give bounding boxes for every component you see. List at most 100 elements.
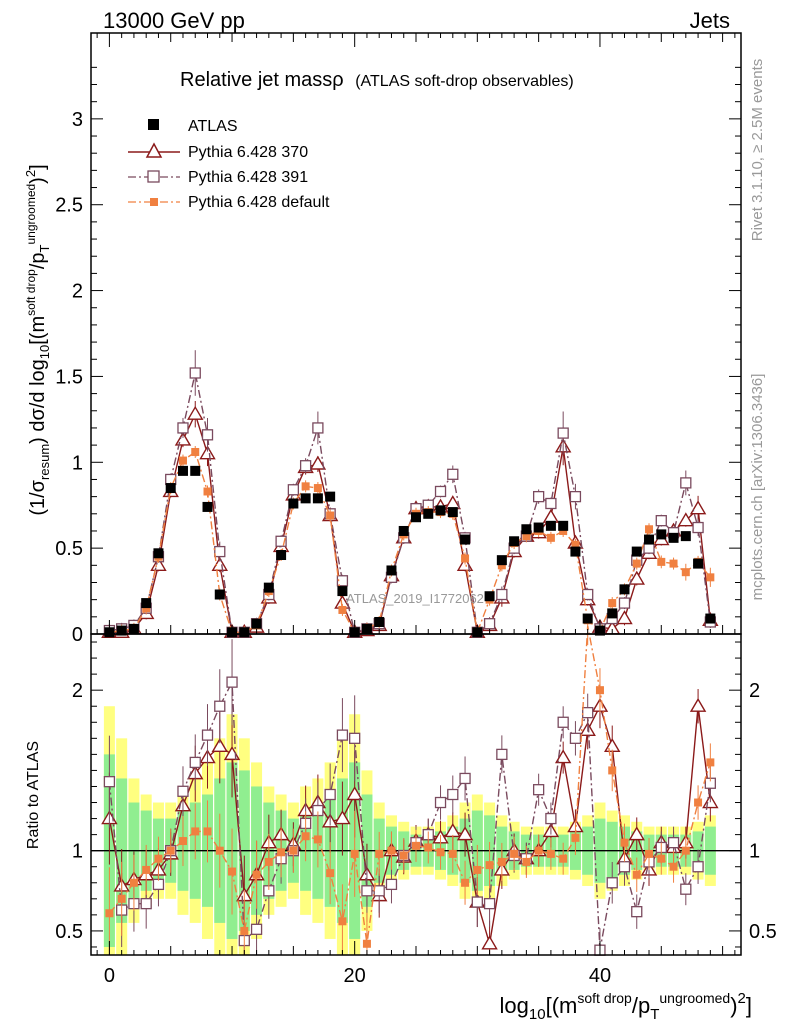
- data-point-atlas: [558, 520, 569, 531]
- data-point-default: [289, 846, 298, 855]
- data-point-atlas: [435, 505, 446, 516]
- ylabel-part-k: 2: [23, 170, 38, 177]
- data-point-default: [117, 894, 126, 903]
- data-point-391: [569, 732, 582, 744]
- data-point-391: [569, 490, 582, 503]
- data-point-atlas: [644, 534, 655, 545]
- data-point-default: [571, 540, 580, 549]
- data-point-370: [628, 826, 645, 841]
- main-y-tick-label: 1: [72, 452, 83, 474]
- data-point-default: [559, 526, 568, 535]
- data-point-370: [554, 749, 572, 764]
- data-point-atlas: [153, 548, 164, 559]
- data-point-default: [546, 533, 555, 542]
- legend-label-atlas: ATLAS: [188, 118, 238, 135]
- x-tick-label: 20: [344, 965, 366, 987]
- xlabel-part-f: T: [650, 1006, 659, 1023]
- ratio-y-tick-label-left: 0.5: [55, 921, 83, 943]
- data-point-default: [178, 837, 187, 846]
- data-point-default: [178, 456, 187, 465]
- x-tick-label: 40: [589, 965, 611, 987]
- legend-label-default: Pythia 6.428 default: [188, 194, 330, 211]
- data-point-atlas: [214, 589, 225, 600]
- data-point-391: [618, 861, 631, 873]
- legend-marker-atlas: [148, 119, 159, 130]
- data-point-370: [187, 405, 204, 420]
- data-point-atlas: [656, 529, 667, 540]
- data-point-default: [105, 909, 114, 918]
- data-point-391: [373, 885, 385, 897]
- main-y-tick-label: 1.5: [55, 366, 83, 388]
- plot-title-group: Relative jet massρ (ATLAS soft-drop obse…: [180, 69, 574, 91]
- data-point-370: [211, 737, 228, 753]
- data-point-391: [140, 897, 152, 910]
- data-point-default: [142, 865, 151, 874]
- ylabel-part-l: ]: [27, 164, 49, 170]
- data-point-default: [326, 511, 335, 520]
- top-mask: [89, 0, 743, 32]
- data-point-391: [483, 618, 496, 630]
- data-point-default: [669, 559, 678, 568]
- data-point-default: [301, 482, 310, 491]
- data-point-default: [461, 878, 470, 887]
- data-point-391: [312, 422, 324, 434]
- legend-marker-370: [145, 142, 163, 158]
- data-point-atlas: [484, 591, 495, 602]
- rivet-label: Rivet 3.1.10, ≥ 2.5M events: [749, 59, 766, 242]
- data-point-default: [326, 869, 335, 878]
- data-point-atlas: [460, 534, 471, 545]
- data-point-atlas: [202, 501, 213, 512]
- data-point-default: [706, 573, 715, 582]
- ratio-y-tick-label-right: 1: [749, 841, 760, 863]
- legend-marker-default: [150, 198, 158, 206]
- data-point-atlas: [607, 608, 618, 619]
- data-point-default: [546, 849, 555, 858]
- data-point-370: [628, 570, 645, 585]
- data-point-370: [334, 810, 351, 825]
- data-point-atlas: [496, 555, 507, 566]
- data-point-atlas: [288, 498, 299, 509]
- data-point-391: [447, 468, 459, 480]
- data-point-default: [350, 849, 359, 858]
- data-point-atlas: [263, 582, 274, 593]
- ylabel-part-f: soft drop: [24, 269, 38, 316]
- xlabel-part-b: 10: [529, 1006, 546, 1023]
- data-point-default: [706, 758, 715, 767]
- data-point-391: [643, 542, 655, 554]
- data-point-atlas: [325, 491, 336, 502]
- ratio-y-tick-label-right: 0.5: [749, 921, 777, 943]
- data-point-default: [338, 605, 347, 614]
- main-y-tick-label: 2.5: [55, 195, 83, 217]
- legend-label-370: Pythia 6.428 370: [188, 144, 308, 161]
- analysis-watermark: ATLAS_2019_I1772062: [346, 591, 484, 606]
- data-point-atlas: [411, 512, 421, 523]
- data-point-default: [264, 857, 273, 866]
- data-point-atlas: [631, 546, 642, 557]
- data-point-391: [361, 885, 373, 897]
- ylabel-part-j: ): [27, 177, 49, 184]
- data-point-default: [571, 833, 580, 842]
- data-point-default: [240, 926, 249, 935]
- ylabel-part-c: ) dσ/d log: [27, 359, 49, 444]
- xlabel-part-d: soft drop: [577, 990, 632, 1006]
- ylabel-part-h: T: [37, 244, 52, 252]
- data-point-391: [459, 772, 471, 785]
- data-point-default: [436, 848, 445, 857]
- ratio-y-tick-label-right: 2: [749, 680, 760, 702]
- header-left-label: 13000 GeV pp: [103, 8, 245, 33]
- data-point-391: [299, 460, 312, 472]
- data-point-default: [362, 939, 371, 948]
- data-point-atlas: [570, 546, 581, 557]
- legend: ATLAS Pythia 6.428 370 Pythia 6.428 391 …: [128, 118, 330, 211]
- data-point-391: [692, 521, 704, 534]
- legend-label-391: Pythia 6.428 391: [188, 169, 308, 186]
- data-point-391: [287, 484, 300, 496]
- xlabel-part-c: [(m: [546, 993, 578, 1018]
- data-point-391: [214, 700, 226, 712]
- data-point-default: [228, 867, 237, 876]
- data-point-default: [215, 846, 224, 855]
- data-point-default: [608, 766, 617, 775]
- data-point-default: [129, 878, 138, 887]
- data-point-391: [214, 545, 226, 558]
